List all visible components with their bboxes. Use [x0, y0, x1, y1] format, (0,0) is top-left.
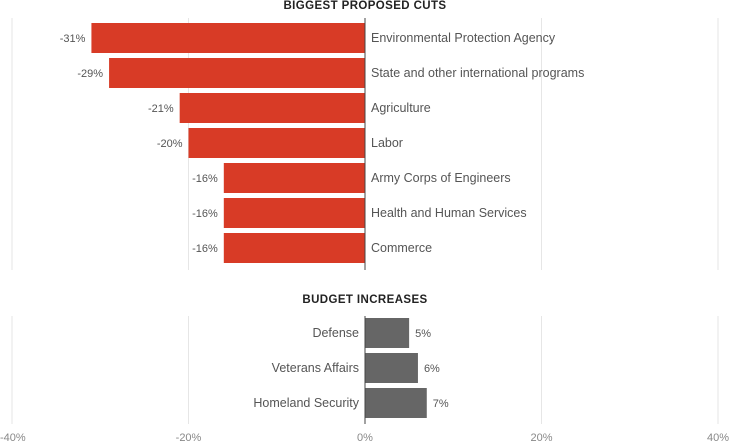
value-label-veterans-affairs: 6% — [424, 363, 440, 375]
value-label-health-and-human-services: -16% — [192, 208, 218, 220]
increases-chart-title: BUDGET INCREASES — [302, 294, 427, 306]
value-label-army-corps-of-engineers: -16% — [192, 173, 218, 185]
bar-commerce — [223, 233, 365, 263]
x-axis: -40% -20% 0% 20% 40% — [0, 432, 729, 444]
x-tick-label-4: 40% — [707, 432, 729, 444]
bar-agriculture — [179, 93, 365, 123]
bar-environmental-protection-agency — [91, 23, 366, 53]
x-tick-label-0: -40% — [0, 432, 26, 444]
bar-health-and-human-services — [223, 198, 365, 228]
value-label-environmental-protection-agency: -31% — [60, 33, 86, 45]
bar-labor — [188, 128, 365, 158]
value-label-defense: 5% — [415, 328, 431, 340]
cuts-bars: Environmental Protection Agency -31% State… — [60, 23, 584, 263]
category-label-army-corps-of-engineers: Army Corps of Engineers — [371, 171, 511, 185]
increases-bars: Defense 5% Veterans Affairs 6% Homeland Secu… — [253, 318, 449, 418]
bar-homeland-security — [365, 388, 427, 418]
x-tick-label-1: -20% — [176, 432, 202, 444]
category-label-health-and-human-services: Health and Human Services — [371, 206, 527, 220]
bar-veterans-affairs — [365, 353, 418, 383]
cuts-chart-title: BIGGEST PROPOSED CUTS — [283, 0, 446, 12]
category-label-agriculture: Agriculture — [371, 101, 431, 115]
category-label-commerce: Commerce — [371, 241, 432, 255]
x-tick-label-2: 0% — [357, 432, 373, 444]
category-label-homeland-security: Homeland Security — [253, 396, 359, 410]
value-label-state-and-other-international-programs: -29% — [77, 68, 103, 80]
category-label-defense: Defense — [312, 326, 359, 340]
bar-state-and-other-international-programs — [109, 58, 365, 88]
bar-defense — [365, 318, 410, 348]
category-label-environmental-protection-agency: Environmental Protection Agency — [371, 31, 556, 45]
x-tick-label-3: 20% — [530, 432, 552, 444]
category-label-veterans-affairs: Veterans Affairs — [272, 361, 359, 375]
value-label-agriculture: -21% — [148, 103, 174, 115]
value-label-commerce: -16% — [192, 243, 218, 255]
value-label-homeland-security: 7% — [433, 398, 449, 410]
category-label-labor: Labor — [371, 136, 403, 150]
category-label-state-and-other-international-programs: State and other international programs — [371, 66, 584, 80]
value-label-labor: -20% — [157, 138, 183, 150]
bar-army-corps-of-engineers — [223, 163, 365, 193]
